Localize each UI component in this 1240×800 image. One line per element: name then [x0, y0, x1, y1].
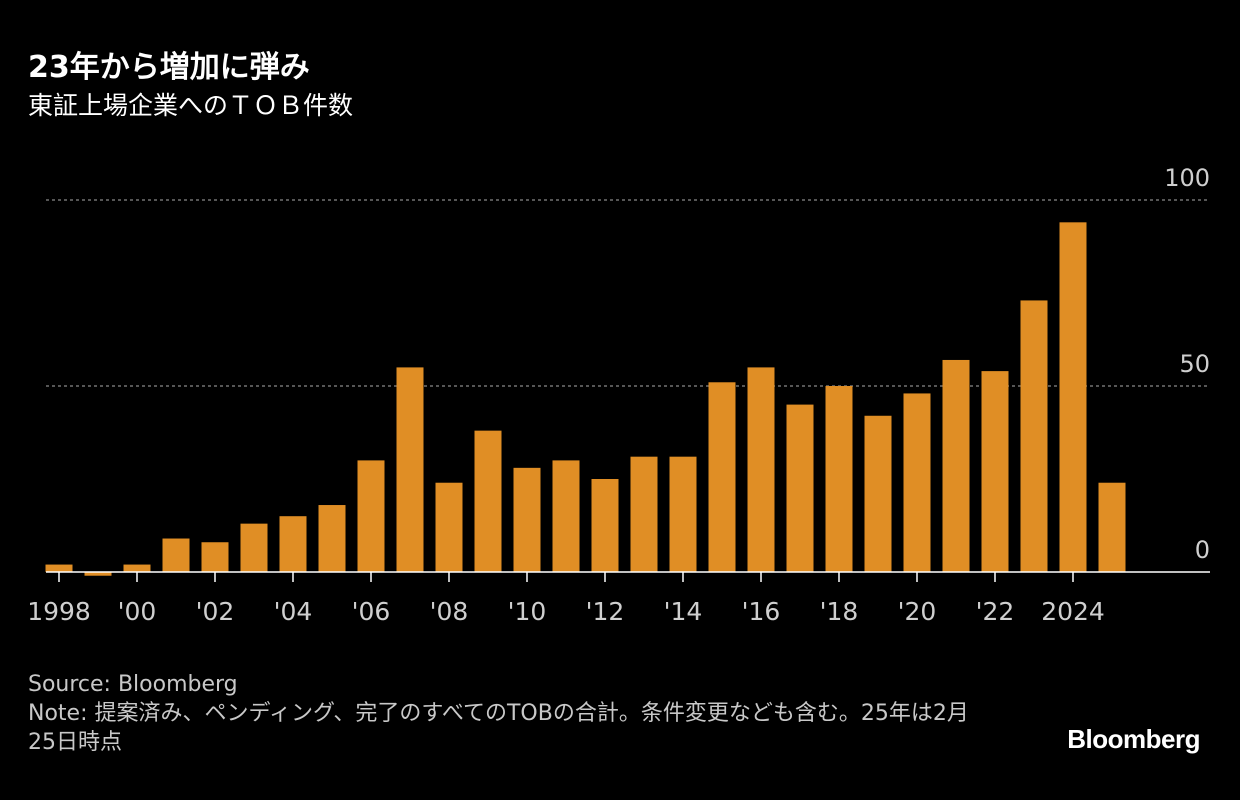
- x-tick-label: '18: [820, 597, 859, 626]
- note-text: Note: 提案済み、ペンディング、完了のすべてのTOBの合計。条件変更なども含…: [28, 701, 969, 755]
- bar-2008: [435, 482, 463, 572]
- x-tick-label: 1998: [27, 597, 91, 626]
- bar-2012: [591, 479, 619, 572]
- gridlines: [46, 199, 1210, 387]
- x-tick-label: '16: [742, 597, 781, 626]
- x-tick-label: '10: [508, 597, 547, 626]
- y-tick-label: 0: [1195, 536, 1210, 564]
- x-tick-label: '02: [196, 597, 235, 626]
- bar-2021: [942, 359, 970, 572]
- source-text: Source: Bloomberg: [28, 672, 238, 697]
- x-tick-label: '00: [118, 597, 157, 626]
- footer: Source: Bloomberg Note: 提案済み、ペンディング、完了のす…: [28, 670, 988, 757]
- bloomberg-logo: Bloomberg: [1067, 724, 1200, 754]
- x-tick-label: 2024: [1041, 597, 1105, 626]
- bar-2006: [357, 460, 385, 572]
- bar-chart: 0 50 100 1998 '00 '02 '04 '06 '08 '10 '12 '14 '16 '18…: [27, 164, 1210, 626]
- bar-2011: [552, 460, 580, 572]
- chart-subtitle: 東証上場企業へのＴＯＢ件数: [28, 91, 354, 120]
- chart-title: 23年から増加に弾み: [28, 50, 310, 85]
- bar-2002: [201, 542, 229, 572]
- bar-2022: [981, 371, 1009, 572]
- bar-2004: [279, 516, 307, 572]
- x-tick-label: '12: [586, 597, 625, 626]
- bar-2000: [123, 564, 151, 572]
- bar-2024: [1059, 222, 1087, 572]
- bar-1998: [45, 564, 73, 572]
- bar-2013: [630, 456, 658, 572]
- x-tick-label: '04: [274, 597, 313, 626]
- x-tick-label: '20: [898, 597, 937, 626]
- x-tick-label: '08: [430, 597, 469, 626]
- y-tick-label: 50: [1179, 350, 1210, 378]
- bar-2018: [825, 386, 853, 572]
- bar-2025: [1098, 482, 1126, 572]
- bar-2005: [318, 505, 346, 572]
- y-tick-label: 100: [1164, 164, 1210, 192]
- bar-2015: [708, 382, 736, 572]
- bar-2010: [513, 467, 541, 572]
- x-tick-label: '14: [664, 597, 703, 626]
- bar-2019: [864, 415, 892, 572]
- axis: [46, 571, 1210, 582]
- bar-2020: [903, 393, 931, 572]
- x-tick-label: '22: [976, 597, 1015, 626]
- bar-2016: [747, 367, 775, 572]
- bar-2009: [474, 430, 502, 572]
- x-tick-label: '06: [352, 597, 391, 626]
- bars: [45, 222, 1126, 576]
- bar-2017: [786, 404, 814, 572]
- bar-1999: [84, 572, 112, 576]
- tick-labels: 0 50 100 1998 '00 '02 '04 '06 '08 '10 '12 '14 '16 '18…: [27, 164, 1210, 626]
- bar-2014: [669, 456, 697, 572]
- bar-2007: [396, 367, 424, 572]
- bar-2003: [240, 523, 268, 572]
- bar-2023: [1020, 300, 1048, 572]
- bar-2001: [162, 538, 190, 572]
